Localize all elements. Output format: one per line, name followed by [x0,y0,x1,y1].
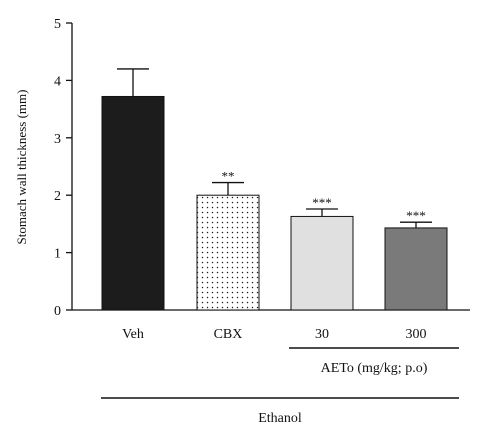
y-tick-label: 5 [54,17,61,32]
bar-300 [384,227,448,311]
bar-Veh [101,95,165,311]
group-brackets: AETo (mg/kg; p.o) Ethanol [101,347,459,426]
x-tick-label: CBX [214,327,243,342]
y-tick-label: 1 [54,247,61,262]
bar-30 [290,215,354,311]
y-tick-label: 2 [54,189,61,204]
significance-marker: ** [222,169,235,184]
group-label: Ethanol [258,411,302,426]
significance-marker: *** [406,208,426,223]
bars: ******** [101,68,448,311]
y-tick-label: 4 [54,74,61,89]
x-tick-labels: Veh CBX 30 300 [122,327,426,342]
group-label: AETo (mg/kg; p.o) [321,361,428,376]
y-tick-label: 3 [54,132,61,147]
bar-CBX [196,194,260,311]
y-tick-label: 0 [54,304,61,319]
x-tick-label: 30 [315,327,329,342]
x-tick-label: 300 [406,327,427,342]
significance-marker: *** [312,195,332,210]
y-axis-label: Stomach wall thickness (mm) [14,90,29,245]
x-tick-label: Veh [122,327,144,342]
